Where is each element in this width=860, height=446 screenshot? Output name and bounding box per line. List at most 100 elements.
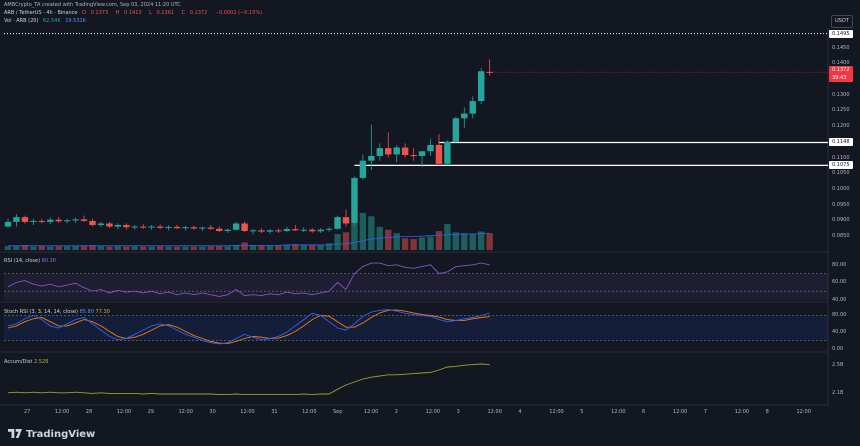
volume-bar (258, 245, 265, 250)
stoch-tick-label: 40.00 (832, 329, 847, 336)
attribution-line: AMBCrypto_TA created with TradingView.co… (4, 2, 181, 8)
candle-down (241, 223, 248, 231)
volume-bar (241, 242, 248, 250)
volume-bar (80, 245, 88, 250)
time-tick-label: 7 (703, 409, 707, 415)
level-label-0.1075: 0.1075 (829, 161, 853, 170)
volume-bar (435, 231, 443, 250)
candle-down (292, 229, 299, 231)
time-tick-label: 12:00 (672, 409, 688, 415)
time-tick-label: 12:00 (240, 409, 255, 415)
candle-up (182, 227, 189, 229)
stoch-band-fill (4, 315, 828, 341)
volume-bar (342, 232, 350, 250)
candle-up (232, 223, 240, 230)
volume-bar (325, 243, 333, 250)
tradingview-logo: TradingView (8, 429, 95, 440)
level-label-0.1495: 0.1495 (829, 29, 853, 38)
volume-legend: Vol · ARB (20) 62.54K 19.531K (4, 18, 89, 25)
candle-up (444, 141, 451, 164)
volume-bar (207, 246, 214, 250)
volume-bar (97, 246, 105, 250)
candle-down (156, 226, 164, 228)
volume-bar (486, 233, 493, 250)
volume-bar (469, 234, 476, 250)
time-tick-label: 12:00 (363, 409, 379, 415)
candle-down (173, 226, 181, 229)
time-tick-label: 12:00 (116, 409, 132, 415)
volume-bar (55, 246, 62, 250)
volume-bar (131, 246, 138, 250)
stoch-tick-label: 0.00 (832, 346, 844, 352)
candle-up (478, 71, 485, 102)
candle-up (72, 219, 79, 221)
rsi-legend: RSI (14, close) 80.30 (4, 258, 56, 264)
accum-dist-tick-label: 2.5B (832, 362, 844, 369)
time-tick-label: 12:00 (178, 409, 193, 415)
candle-down (216, 228, 223, 231)
price-tick-label: 0.1000 (832, 185, 850, 192)
candle-up (114, 225, 122, 227)
symbol-label: ARB / TetherUS · 4h · Binance (4, 10, 78, 16)
time-tick-label: 28 (85, 409, 93, 415)
volume-bar (13, 245, 20, 250)
price-tick-label: 0.1300 (832, 91, 850, 98)
time-tick-label: 29 (147, 409, 154, 415)
volume-label: Vol · ARB (20) (4, 18, 39, 24)
price-tick-label: 0.0950 (832, 201, 850, 208)
rsi-tick-label: 80.00 (832, 261, 847, 268)
time-tick-label: 4 (518, 409, 522, 415)
price-tick-label: 0.0850 (832, 233, 850, 239)
candle-up (131, 226, 138, 228)
price-tick-label: 0.1200 (832, 123, 850, 130)
accum-dist-legend: Accum/Dist 2.528 (4, 359, 49, 365)
currency-button[interactable]: USDT (831, 15, 853, 28)
volume-bar (478, 231, 485, 250)
ohlc-high: H 0.1413 (115, 10, 142, 16)
volume-bar (427, 236, 434, 250)
accum-dist-line (7, 363, 490, 396)
candle-up (266, 230, 274, 232)
volume-bar (385, 229, 392, 250)
candle-down (275, 230, 282, 232)
candle-down (342, 217, 350, 224)
candle-up (4, 221, 12, 227)
price-tick-label: 0.1400 (832, 60, 850, 67)
time-tick-label: 27 (24, 409, 31, 415)
volume-bar (21, 244, 29, 250)
volume-bar (182, 246, 189, 250)
stoch-k-line (7, 309, 490, 345)
price-tick-label: 0.1050 (832, 170, 850, 177)
candle-up (376, 148, 383, 156)
volume-bar (63, 246, 71, 250)
volume-bar (224, 246, 231, 250)
candle-up (148, 226, 155, 228)
rsi-line (7, 262, 490, 297)
candle-up (393, 147, 400, 155)
volume-bar (368, 216, 375, 250)
volume-bar (140, 246, 147, 250)
ohlc-open: O 0.1373 (82, 10, 109, 16)
footer-bar (0, 424, 860, 446)
volume-bar (232, 244, 240, 250)
candle-up (249, 230, 257, 232)
time-tick-label: 6 (642, 409, 646, 415)
volume-bar (72, 245, 79, 250)
volume-bar (317, 244, 324, 250)
volume-bar (292, 244, 299, 250)
time-tick-label: 5 (580, 409, 584, 415)
candle-up (199, 227, 206, 229)
time-tick-label: 8 (765, 409, 769, 415)
candle-down (89, 220, 96, 226)
price-tick-label: 0.1450 (832, 44, 850, 51)
candle-down (385, 148, 392, 155)
time-tick-label: 12:00 (487, 409, 502, 415)
time-tick-label: 12:00 (302, 409, 317, 415)
candle-down (80, 219, 88, 221)
candle-up (452, 118, 460, 142)
candle-up (97, 223, 105, 226)
volume-bar (444, 223, 451, 250)
time-tick-label: 2 (394, 409, 398, 415)
stoch-rsi-legend: Stoch RSI (3, 3, 14, 14, close) 85.80 77… (4, 309, 110, 315)
